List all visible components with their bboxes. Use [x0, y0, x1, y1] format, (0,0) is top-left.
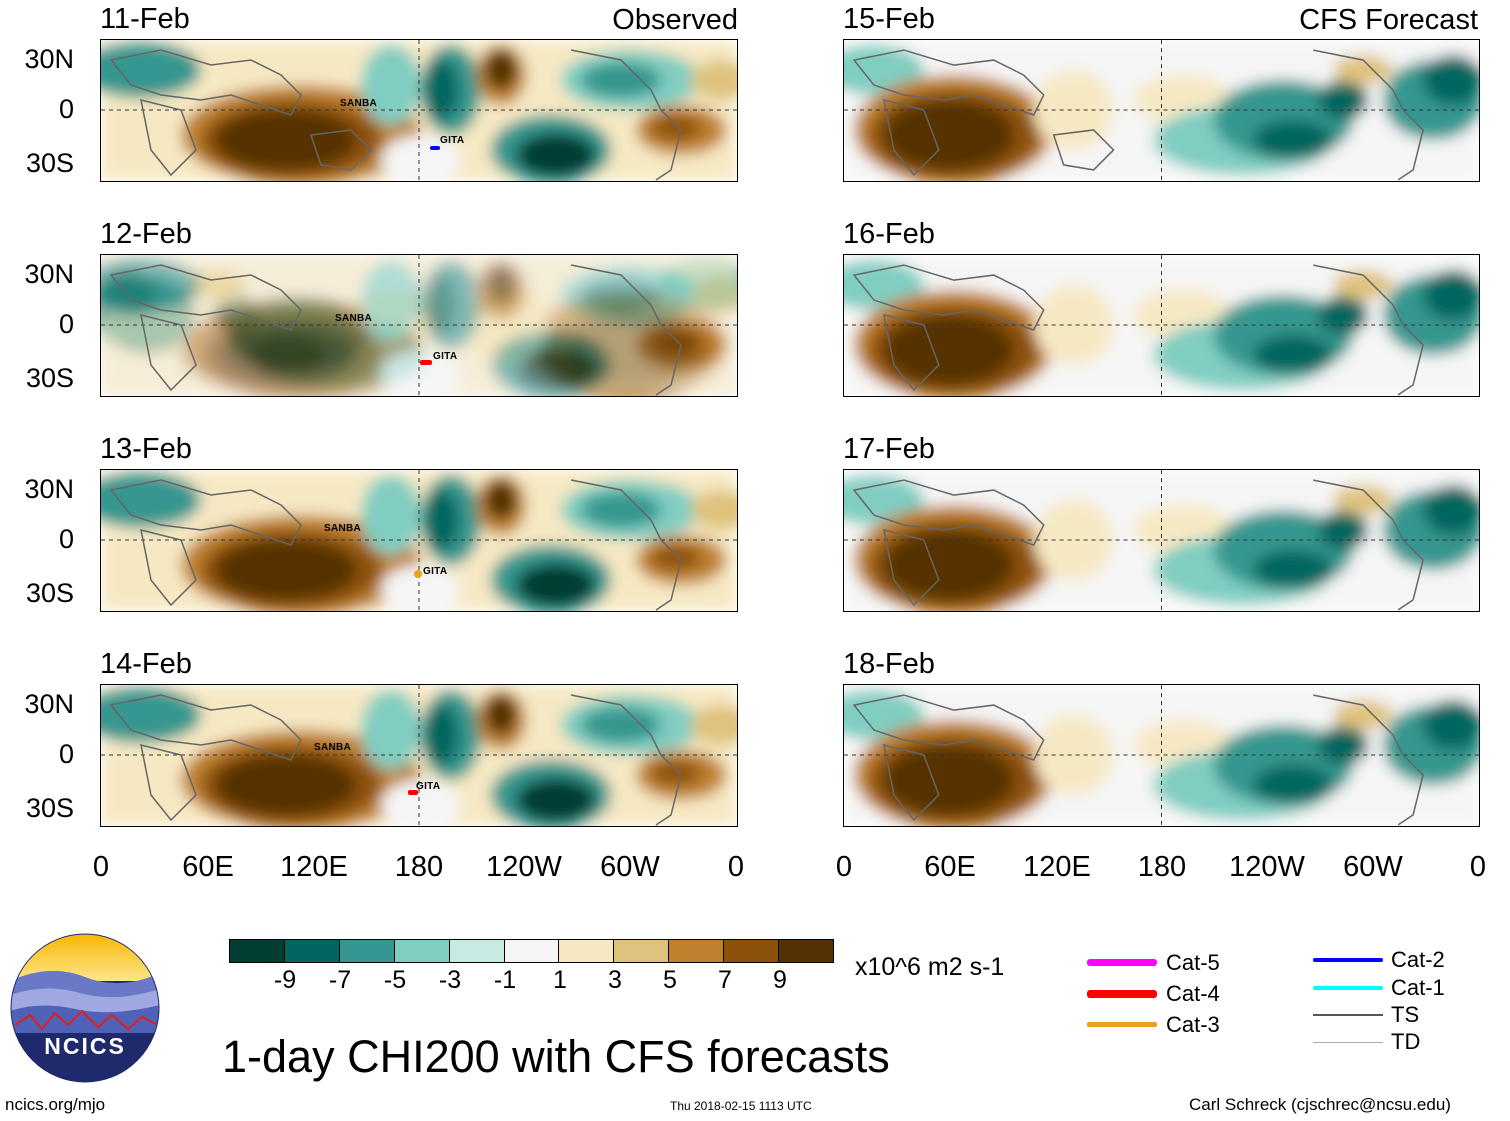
colorbar-swatch	[393, 940, 449, 962]
colorbar-tick: 9	[773, 966, 787, 994]
storm-track-gita	[414, 570, 422, 578]
map-panel-13-feb	[100, 469, 738, 612]
colorbar-swatch	[230, 940, 284, 962]
lat-label-30s: 30S	[25, 363, 74, 393]
colorbar-swatch	[613, 940, 669, 962]
storm-label-gita: GITA	[416, 781, 441, 792]
colorbar-swatch	[503, 940, 559, 962]
lat-label-30n: 30N	[24, 689, 74, 719]
lat-label-30n: 30N	[24, 44, 74, 74]
lon-label-0: 0	[835, 851, 853, 883]
footer-author: Carl Schreck (cjschrec@ncsu.edu)	[1189, 1095, 1451, 1114]
legend-swatch-cat1	[1313, 986, 1383, 990]
storm-track-gita	[420, 360, 432, 365]
legend-label-ts: TS	[1391, 1002, 1420, 1027]
storm-label-sanba: SANBA	[314, 742, 352, 753]
lon-label-0: 0	[92, 851, 110, 883]
colorbar-tick: -1	[493, 966, 517, 994]
colorbar-tick: -3	[438, 966, 462, 994]
panel-date-12-feb: 12-Feb	[100, 218, 192, 250]
storm-track-gita	[430, 146, 440, 150]
panel-date-13-feb: 13-Feb	[100, 433, 192, 465]
legend-label-cat1: Cat-1	[1391, 975, 1445, 1000]
storm-label-sanba: SANBA	[340, 98, 378, 109]
lon-label-60e: 60E	[924, 851, 976, 883]
cfs-forecast-label: CFS Forecast	[1299, 4, 1478, 36]
legend-swatch-cat5	[1087, 959, 1157, 966]
panel-date-15-feb: 15-Feb	[843, 3, 935, 35]
map-panel-17-feb	[843, 469, 1480, 612]
lon-label-180: 180	[1137, 851, 1187, 883]
storm-track-gita	[408, 790, 418, 795]
colorbar	[229, 939, 834, 963]
storm-label-sanba: SANBA	[335, 313, 373, 324]
legend-swatch-cat2	[1313, 958, 1383, 962]
colorbar-units: x10^6 m2 s-1	[855, 953, 1005, 981]
legend-label-cat4: Cat-4	[1166, 981, 1220, 1006]
colorbar-tick: 3	[608, 966, 622, 994]
legend-swatch-ts	[1313, 1014, 1383, 1016]
map-panel-12-feb	[100, 254, 738, 397]
colorbar-tick: 5	[663, 966, 677, 994]
colorbar-swatch	[778, 940, 833, 962]
lat-label-eq: 0	[58, 739, 74, 769]
observed-label: Observed	[612, 4, 738, 36]
lon-label-0: 0	[1469, 851, 1487, 883]
colorbar-swatch	[448, 940, 504, 962]
storm-label-gita: GITA	[423, 566, 448, 577]
lon-label-120e: 120E	[1023, 851, 1091, 883]
colorbar-tick: -5	[383, 966, 407, 994]
lat-label-30n: 30N	[24, 474, 74, 504]
lat-label-30s: 30S	[25, 793, 74, 823]
colorbar-swatch	[338, 940, 394, 962]
lon-label-120w: 120W	[1229, 851, 1305, 883]
lon-label-180: 180	[394, 851, 444, 883]
legend-swatch-cat3	[1087, 1022, 1157, 1027]
lon-label-0: 0	[727, 851, 745, 883]
chart-title: 1-day CHI200 with CFS forecasts	[222, 1031, 890, 1082]
panel-date-18-feb: 18-Feb	[843, 648, 935, 680]
legend-label-cat5: Cat-5	[1166, 950, 1220, 975]
legend-label-cat2: Cat-2	[1391, 947, 1445, 972]
colorbar-swatch	[558, 940, 614, 962]
lat-label-30s: 30S	[25, 148, 74, 178]
lat-label-eq: 0	[58, 94, 74, 124]
lat-label-30n: 30N	[24, 259, 74, 289]
panel-date-17-feb: 17-Feb	[843, 433, 935, 465]
map-panel-15-feb	[843, 39, 1480, 182]
colorbar-swatch	[283, 940, 339, 962]
map-panel-11-feb	[100, 39, 738, 182]
legend-label-cat3: Cat-3	[1166, 1012, 1220, 1037]
footer-timestamp: Thu 2018-02-15 1113 UTC	[670, 1099, 812, 1113]
storm-label-sanba: SANBA	[324, 523, 362, 534]
legend-label-td: TD	[1391, 1029, 1421, 1054]
colorbar-swatch	[723, 940, 779, 962]
storm-label-gita: GITA	[433, 351, 458, 362]
lon-label-120w: 120W	[486, 851, 562, 883]
colorbar-tick: -9	[273, 966, 297, 994]
lat-label-eq: 0	[58, 309, 74, 339]
map-panel-14-feb	[100, 684, 738, 827]
legend-swatch-td	[1313, 1042, 1383, 1043]
lat-label-eq: 0	[58, 524, 74, 554]
ncics-logo: NCICS	[10, 933, 160, 1083]
storm-label-gita: GITA	[440, 135, 465, 146]
colorbar-tick: 1	[553, 966, 567, 994]
map-panel-16-feb	[843, 254, 1480, 397]
lon-label-60w: 60W	[1343, 851, 1403, 883]
panel-date-16-feb: 16-Feb	[843, 218, 935, 250]
colorbar-tick: -7	[328, 966, 352, 994]
map-panel-18-feb	[843, 684, 1480, 827]
legend-swatch-cat4	[1087, 990, 1157, 998]
lon-label-60w: 60W	[600, 851, 660, 883]
lon-label-60e: 60E	[182, 851, 234, 883]
footer-website: ncics.org/mjo	[5, 1095, 106, 1114]
colorbar-swatch	[668, 940, 724, 962]
panel-date-14-feb: 14-Feb	[100, 648, 192, 680]
logo-text: NCICS	[44, 1033, 126, 1059]
colorbar-tick: 7	[718, 966, 732, 994]
lat-label-30s: 30S	[25, 578, 74, 608]
lon-label-120e: 120E	[280, 851, 348, 883]
panel-date-11-feb: 11-Feb	[100, 3, 190, 35]
